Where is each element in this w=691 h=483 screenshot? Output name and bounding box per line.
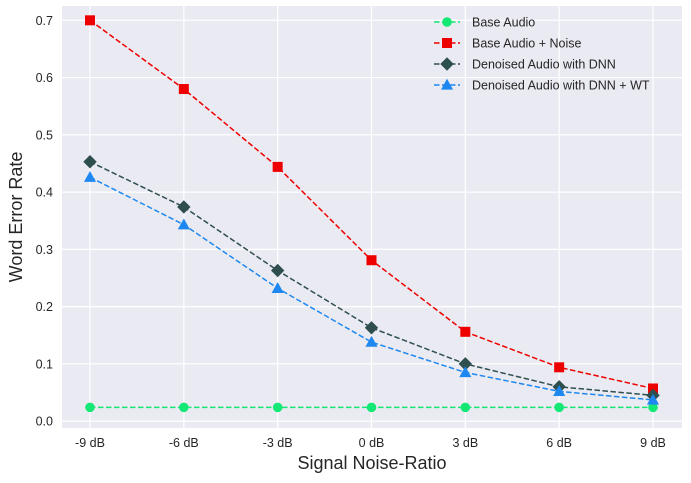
data-point xyxy=(178,84,189,95)
y-tick-label: 0.7 xyxy=(36,14,53,28)
data-point xyxy=(554,362,565,373)
x-tick-label: 9 dB xyxy=(640,436,666,450)
tick-labels: 0.0 0.1 0.2 0.3 0.4 0.5 0.6 0.7 -9 dB -6 dB -3 dB 0… xyxy=(36,14,666,450)
x-tick-label: 6 dB xyxy=(546,436,572,450)
legend-label: Base Audio xyxy=(472,16,535,30)
data-point xyxy=(366,255,377,266)
legend-label: Denoised Audio with DNN xyxy=(472,58,616,72)
data-point xyxy=(459,366,472,378)
y-tick-label: 0.1 xyxy=(36,357,53,371)
y-tick-label: 0.3 xyxy=(36,243,53,257)
series-3 xyxy=(83,170,660,405)
y-tick-label: 0.0 xyxy=(36,415,53,429)
legend: Base Audio Base Audio + Noise Denoised Aud… xyxy=(434,16,650,93)
x-tick-label: 3 dB xyxy=(452,436,478,450)
data-point xyxy=(272,402,283,413)
data-point xyxy=(85,15,95,26)
legend-marker xyxy=(440,57,454,71)
data-point xyxy=(366,402,377,413)
data-point xyxy=(365,335,378,347)
legend-marker xyxy=(442,38,452,48)
legend-label: Denoised Audio with DNN + WT xyxy=(472,79,650,93)
series-0 xyxy=(85,402,658,413)
data-point xyxy=(85,402,95,413)
data-point xyxy=(271,282,284,293)
x-tick-label: -9 dB xyxy=(75,436,105,450)
legend-marker xyxy=(442,17,452,27)
y-tick-label: 0.2 xyxy=(36,300,53,314)
legend-label: Base Audio + Noise xyxy=(472,37,581,51)
data-point xyxy=(179,402,189,413)
data-point xyxy=(270,263,285,278)
legend-marker xyxy=(440,78,454,90)
data-point xyxy=(553,385,566,397)
y-tick-label: 0.6 xyxy=(36,71,53,85)
series-1 xyxy=(85,15,658,394)
x-tick-label: -6 dB xyxy=(169,436,199,450)
grid-lines xyxy=(62,6,682,428)
y-tick-label: 0.5 xyxy=(36,128,53,142)
x-axis-title: Signal Noise-Ratio xyxy=(297,453,446,473)
legend-item: Base Audio xyxy=(434,16,535,30)
data-point xyxy=(83,170,97,182)
data-point xyxy=(177,200,191,214)
legend-item: Base Audio + Noise xyxy=(434,37,581,51)
data-point xyxy=(554,402,564,413)
data-point xyxy=(364,321,379,335)
data-point xyxy=(646,393,660,405)
legend-item: Denoised Audio with DNN xyxy=(434,57,616,72)
data-point xyxy=(460,326,471,337)
data-point xyxy=(272,161,283,172)
data-point xyxy=(83,155,97,169)
series-layer xyxy=(83,15,660,413)
data-point xyxy=(460,402,471,413)
x-tick-label: 0 dB xyxy=(359,436,385,450)
data-point xyxy=(177,218,190,230)
x-tick-label: -3 dB xyxy=(263,436,293,450)
legend-item: Denoised Audio with DNN + WT xyxy=(434,79,650,93)
y-axis-title: Word Error Rate xyxy=(6,152,26,283)
y-tick-label: 0.4 xyxy=(36,186,53,200)
